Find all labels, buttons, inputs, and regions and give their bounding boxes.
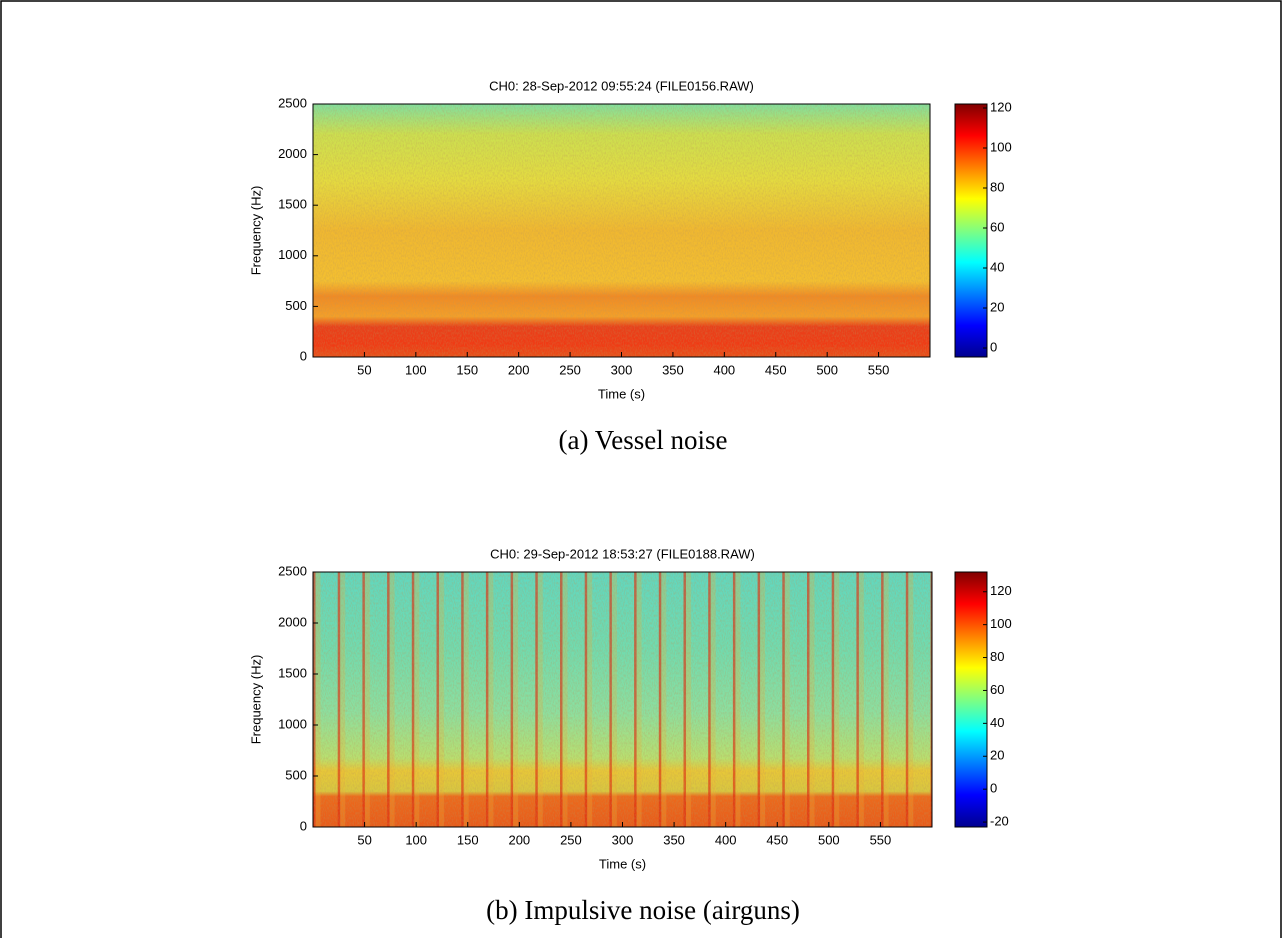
colorbar-tick-label: 40 <box>990 715 1004 730</box>
colorbar-tick-label: 100 <box>990 616 1012 631</box>
spectrogram-texture <box>313 104 930 357</box>
x-tick-label: 450 <box>765 362 787 377</box>
y-axis-label: Frequency (Hz) <box>248 186 263 276</box>
x-axis-label: Time (s) <box>599 856 646 871</box>
colorbar-tick-label: 40 <box>990 259 1004 274</box>
x-tick-label: 400 <box>713 362 735 377</box>
spectrogram-texture <box>313 572 932 827</box>
x-axis-label: Time (s) <box>598 386 645 401</box>
colorbar <box>954 103 988 358</box>
x-tick-label: 350 <box>662 362 684 377</box>
y-tick-label: 1000 <box>278 247 307 262</box>
x-tick-label: 550 <box>868 362 890 377</box>
y-tick-label: 2000 <box>278 614 307 629</box>
x-tick-label: 200 <box>508 832 530 847</box>
x-tick-label: 500 <box>818 832 840 847</box>
x-tick-label: 300 <box>611 362 633 377</box>
y-tick-label: 500 <box>285 767 307 782</box>
caption: (a) Vessel noise <box>559 425 728 455</box>
x-tick-label: 100 <box>405 832 427 847</box>
y-tick-label: 2000 <box>278 146 307 161</box>
x-tick-label: 100 <box>405 362 427 377</box>
colorbar-tick-label: 20 <box>990 299 1004 314</box>
y-tick-label: 500 <box>285 298 307 313</box>
colorbar-tick-label: 0 <box>990 339 997 354</box>
x-tick-label: 400 <box>715 832 737 847</box>
y-tick-label: 0 <box>300 818 307 833</box>
colorbar-tick-label: -20 <box>990 814 1009 829</box>
colorbar-tick-label: 80 <box>990 179 1004 194</box>
x-tick-label: 200 <box>508 362 530 377</box>
colorbar <box>954 571 988 828</box>
chart-title: CH0: 28-Sep-2012 09:55:24 (FILE0156.RAW) <box>489 78 754 93</box>
x-tick-label: 150 <box>457 832 479 847</box>
colorbar-tick-label: 100 <box>990 139 1012 154</box>
x-tick-label: 300 <box>612 832 634 847</box>
y-tick-label: 1500 <box>278 197 307 212</box>
y-tick-label: 1000 <box>278 716 307 731</box>
colorbar-tick-label: 60 <box>990 682 1004 697</box>
colorbar-tick-label: 60 <box>990 219 1004 234</box>
y-tick-label: 1500 <box>278 665 307 680</box>
colorbar-tick-label: 120 <box>990 583 1012 598</box>
x-tick-label: 350 <box>663 832 685 847</box>
caption: (b) Impulsive noise (airguns) <box>486 895 800 925</box>
x-tick-label: 150 <box>456 362 478 377</box>
x-tick-label: 450 <box>766 832 788 847</box>
y-tick-label: 2500 <box>278 563 307 578</box>
colorbar-tick-label: 0 <box>990 781 997 796</box>
x-tick-label: 250 <box>559 362 581 377</box>
colorbar-tick-label: 80 <box>990 649 1004 664</box>
colorbar-tick-label: 120 <box>990 99 1012 114</box>
x-tick-label: 250 <box>560 832 582 847</box>
x-tick-label: 500 <box>816 362 838 377</box>
y-tick-label: 0 <box>300 348 307 363</box>
x-tick-label: 550 <box>870 832 892 847</box>
colorbar-tick-label: 20 <box>990 748 1004 763</box>
x-tick-label: 50 <box>357 362 371 377</box>
chart-title: CH0: 29-Sep-2012 18:53:27 (FILE0188.RAW) <box>490 546 755 561</box>
y-tick-label: 2500 <box>278 95 307 110</box>
y-axis-label: Frequency (Hz) <box>248 655 263 745</box>
x-tick-label: 50 <box>357 832 371 847</box>
